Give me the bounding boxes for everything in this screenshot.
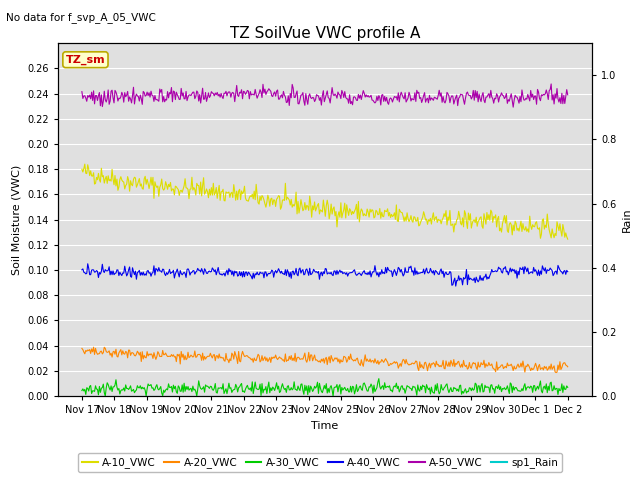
A-30_VWC bbox=[478, 381, 486, 386]
A-20_VWC bbox=[313, 357, 321, 362]
sp1_Rain bbox=[341, 393, 349, 399]
A-20_VWC bbox=[564, 364, 572, 370]
A-30_VWC bbox=[313, 384, 321, 389]
A-10_VWC bbox=[368, 207, 376, 213]
Title: TZ SoilVue VWC profile A: TZ SoilVue VWC profile A bbox=[230, 25, 420, 41]
A-40_VWC bbox=[84, 261, 92, 267]
A-20_VWC bbox=[342, 355, 349, 360]
A-20_VWC bbox=[78, 346, 86, 351]
Line: A-10_VWC: A-10_VWC bbox=[82, 164, 568, 239]
A-40_VWC bbox=[368, 271, 376, 276]
Line: A-50_VWC: A-50_VWC bbox=[82, 84, 568, 107]
sp1_Rain bbox=[476, 393, 484, 399]
A-30_VWC bbox=[101, 393, 109, 399]
sp1_Rain bbox=[78, 393, 86, 399]
A-40_VWC bbox=[342, 271, 349, 277]
A-50_VWC bbox=[367, 93, 375, 98]
sp1_Rain bbox=[308, 393, 316, 399]
A-10_VWC bbox=[553, 219, 561, 225]
Text: No data for f_svp_A_05_VWC: No data for f_svp_A_05_VWC bbox=[6, 12, 156, 23]
A-20_VWC bbox=[477, 360, 485, 366]
A-30_VWC bbox=[342, 387, 349, 393]
A-30_VWC bbox=[368, 384, 376, 389]
A-40_VWC bbox=[310, 266, 317, 272]
A-50_VWC bbox=[476, 96, 484, 102]
A-40_VWC bbox=[554, 263, 562, 268]
A-10_VWC bbox=[342, 215, 349, 221]
A-10_VWC bbox=[477, 214, 485, 220]
Legend: A-10_VWC, A-20_VWC, A-30_VWC, A-40_VWC, A-50_VWC, sp1_Rain: A-10_VWC, A-20_VWC, A-30_VWC, A-40_VWC, … bbox=[78, 453, 562, 472]
A-50_VWC bbox=[341, 89, 349, 95]
A-10_VWC bbox=[81, 161, 89, 167]
A-40_VWC bbox=[564, 269, 572, 275]
A-50_VWC bbox=[312, 96, 319, 102]
Line: A-30_VWC: A-30_VWC bbox=[82, 379, 568, 396]
A-10_VWC bbox=[78, 167, 86, 172]
A-50_VWC bbox=[78, 89, 86, 95]
A-30_VWC bbox=[564, 384, 572, 390]
Line: A-20_VWC: A-20_VWC bbox=[82, 347, 568, 372]
A-50_VWC bbox=[547, 81, 555, 87]
sp1_Rain bbox=[552, 393, 560, 399]
A-20_VWC bbox=[368, 358, 376, 363]
Y-axis label: Soil Moisture (VWC): Soil Moisture (VWC) bbox=[12, 165, 21, 275]
A-20_VWC bbox=[310, 355, 317, 361]
sp1_Rain bbox=[312, 393, 319, 399]
sp1_Rain bbox=[564, 393, 572, 399]
A-40_VWC bbox=[478, 275, 486, 281]
A-20_VWC bbox=[554, 362, 562, 368]
A-20_VWC bbox=[90, 344, 97, 350]
Line: A-40_VWC: A-40_VWC bbox=[82, 264, 568, 286]
A-50_VWC bbox=[564, 92, 572, 97]
A-40_VWC bbox=[78, 267, 86, 273]
X-axis label: Time: Time bbox=[311, 420, 339, 431]
A-10_VWC bbox=[313, 205, 321, 211]
A-30_VWC bbox=[375, 376, 383, 382]
A-40_VWC bbox=[452, 283, 460, 289]
A-50_VWC bbox=[554, 96, 562, 102]
A-30_VWC bbox=[310, 387, 317, 393]
A-10_VWC bbox=[310, 207, 317, 213]
A-20_VWC bbox=[552, 370, 560, 375]
A-30_VWC bbox=[78, 388, 86, 394]
A-40_VWC bbox=[313, 269, 321, 275]
A-30_VWC bbox=[554, 392, 562, 397]
sp1_Rain bbox=[367, 393, 375, 399]
A-50_VWC bbox=[308, 95, 316, 100]
A-10_VWC bbox=[564, 236, 572, 242]
A-50_VWC bbox=[509, 104, 517, 110]
Text: TZ_sm: TZ_sm bbox=[66, 55, 105, 65]
Y-axis label: Rain: Rain bbox=[622, 207, 632, 232]
